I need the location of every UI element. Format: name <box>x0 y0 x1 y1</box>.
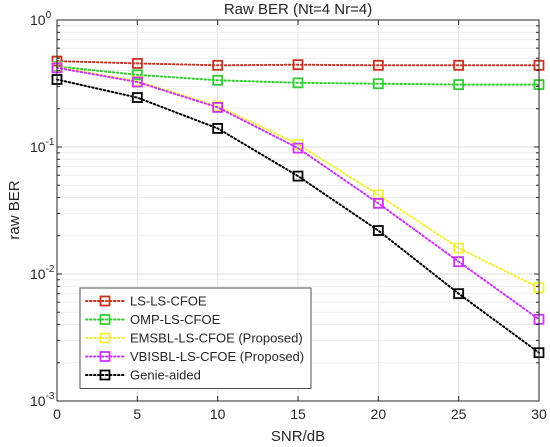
series-line <box>56 60 540 67</box>
legend-item: VBISBL-LS-CFOE (Proposed) <box>85 349 304 364</box>
legend-label: LS-LS-CFOE <box>130 294 207 309</box>
data-point <box>212 123 224 134</box>
data-point <box>212 59 224 71</box>
data-point <box>453 79 465 90</box>
data-point <box>292 170 304 182</box>
data-point <box>292 59 304 71</box>
legend-swatch-marker <box>99 295 111 307</box>
data-point <box>453 256 465 268</box>
data-point <box>131 76 143 88</box>
data-point <box>453 242 465 254</box>
data-point <box>131 92 143 103</box>
x-tick-label: 5 <box>133 406 141 422</box>
x-axis-label: SNR/dB <box>271 428 325 445</box>
legend-label: OMP-LS-CFOE <box>130 312 221 327</box>
data-point <box>372 225 384 236</box>
y-tick-label: 10-2 <box>30 264 55 282</box>
data-point <box>212 74 224 86</box>
legend-label: EMSBL-LS-CFOE (Proposed) <box>130 331 303 346</box>
x-tick-label: 25 <box>451 406 467 422</box>
y-axis-label: raw BER <box>6 180 23 239</box>
legend-label: Genie-aided <box>130 368 201 383</box>
x-tick-label: 10 <box>210 406 226 422</box>
data-point <box>292 142 304 154</box>
series-ls-ls-cfoe <box>51 55 545 71</box>
data-point <box>372 59 384 71</box>
legend-item: OMP-LS-CFOE <box>85 312 221 327</box>
data-point <box>453 288 465 300</box>
legend-swatch-marker <box>99 369 111 381</box>
data-point <box>372 78 384 90</box>
legend-item: Genie-aided <box>85 368 201 383</box>
data-point <box>131 58 143 69</box>
y-tick-label: 10-3 <box>30 391 55 409</box>
legend-swatch-marker <box>99 351 111 362</box>
x-tick-label: 20 <box>371 406 387 422</box>
y-tick-label: 10-1 <box>30 137 55 155</box>
series-line <box>56 65 540 86</box>
series-line <box>56 78 540 354</box>
legend-item: EMSBL-LS-CFOE (Proposed) <box>85 331 303 346</box>
data-point <box>372 197 384 209</box>
series-line <box>56 66 540 321</box>
legend-swatch-marker <box>99 314 111 325</box>
data-point <box>212 102 224 113</box>
legend-label: VBISBL-LS-CFOE (Proposed) <box>130 349 304 364</box>
legend: LS-LS-CFOE OMP-LS-CFOE EMSBL-LS-CFOE (Prop… <box>79 287 312 389</box>
chart-title: Raw BER (Nt=4 Nr=4) <box>224 1 372 18</box>
legend-swatch-marker <box>99 332 111 344</box>
y-tick-label: 100 <box>30 10 52 28</box>
data-point <box>453 59 465 71</box>
x-tick-label: 15 <box>290 406 306 422</box>
x-tick-label: 0 <box>53 406 61 422</box>
data-point <box>131 69 143 81</box>
legend-item: LS-LS-CFOE <box>85 294 207 309</box>
data-point <box>292 77 304 89</box>
x-tick-label: 30 <box>531 406 547 422</box>
axis-ticks: 0 5 10 15 20 25 30 10-3 10-2 10-1 100 <box>30 10 547 422</box>
